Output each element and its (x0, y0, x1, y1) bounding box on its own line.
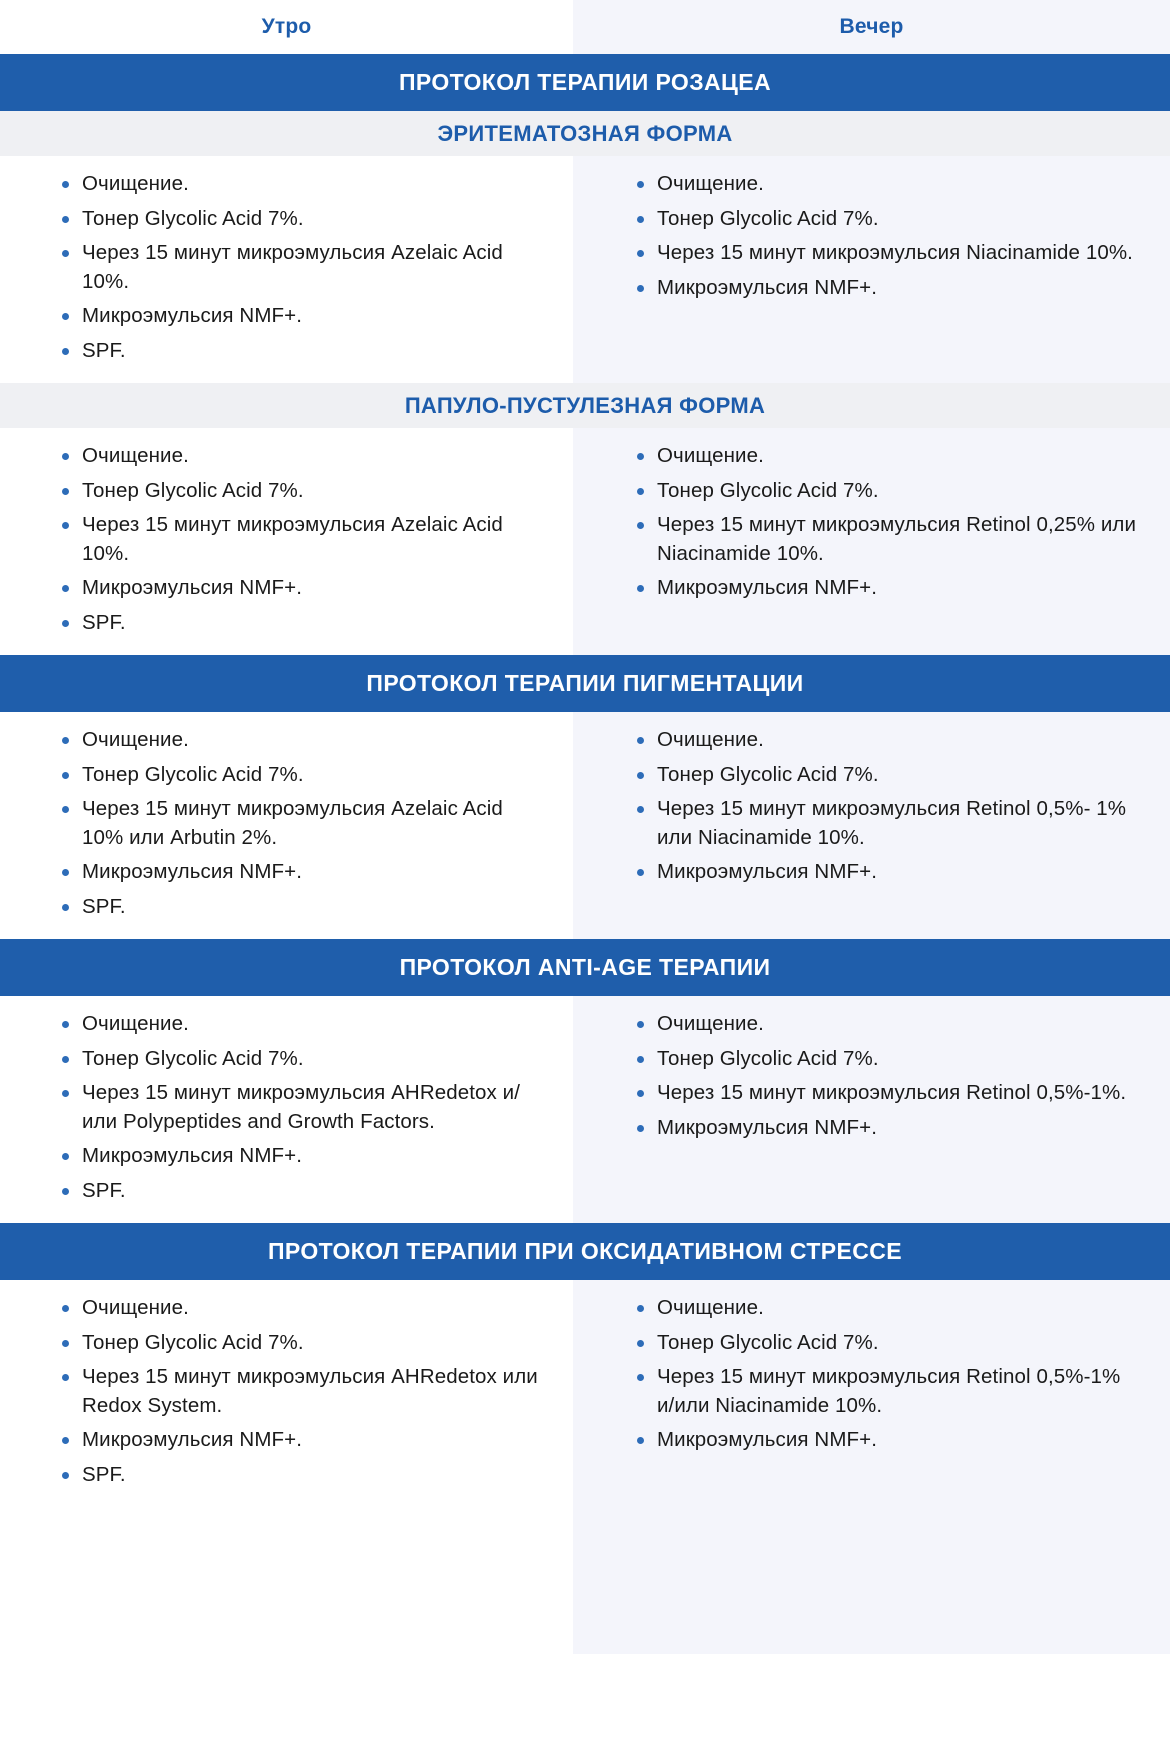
evening-step-list: Очищение. Тонер Glycolic Acid 7%. Через … (635, 170, 1140, 302)
list-item: Тонер Glycolic Acid 7%. (635, 205, 1140, 234)
evening-cell: Очищение. Тонер Glycolic Acid 7%. Через … (573, 712, 1170, 905)
evening-step-list: Очищение. Тонер Glycolic Acid 7%. Через … (635, 1010, 1140, 1142)
evening-step-list: Очищение. Тонер Glycolic Acid 7%. Через … (635, 442, 1140, 603)
list-item: Через 15 минут микроэмульсия AHRedetox и… (60, 1363, 549, 1420)
protocol-body-row: Очищение. Тонер Glycolic Acid 7%. Через … (0, 156, 1170, 383)
evening-column-background (573, 0, 1170, 1654)
protocol-subheading: ЭРИТЕМАТОЗНАЯ ФОРМА (0, 111, 1170, 156)
list-item: Очищение. (60, 170, 549, 199)
protocol-body-row: Очищение. Тонер Glycolic Acid 7%. Через … (0, 712, 1170, 939)
list-item: Тонер Glycolic Acid 7%. (635, 1329, 1140, 1358)
list-item: Очищение. (635, 442, 1140, 471)
list-item: Очищение. (60, 1294, 549, 1323)
column-header-morning: Утро (261, 15, 312, 38)
list-item: Микроэмульсия NMF+. (60, 302, 549, 331)
list-item: Очищение. (60, 1010, 549, 1039)
morning-step-list: Очищение. Тонер Glycolic Acid 7%. Через … (60, 726, 549, 921)
list-item: Очищение. (60, 442, 549, 471)
morning-step-list: Очищение. Тонер Glycolic Acid 7%. Через … (60, 442, 549, 637)
list-item: Очищение. (635, 170, 1140, 199)
list-item: Микроэмульсия NMF+. (60, 858, 549, 887)
list-item: Микроэмульсия NMF+. (60, 574, 549, 603)
list-item: Тонер Glycolic Acid 7%. (60, 761, 549, 790)
evening-cell: Очищение. Тонер Glycolic Acid 7%. Через … (573, 156, 1170, 320)
list-item: Тонер Glycolic Acid 7%. (60, 1329, 549, 1358)
list-item: Микроэмульсия NMF+. (635, 274, 1140, 303)
protocol-body-row: Очищение. Тонер Glycolic Acid 7%. Через … (0, 996, 1170, 1223)
morning-cell: Очищение. Тонер Glycolic Acid 7%. Через … (0, 996, 573, 1223)
list-item: Через 15 минут микроэмульсия Azelaic Aci… (60, 511, 549, 568)
list-item: SPF. (60, 1177, 549, 1206)
list-item: Микроэмульсия NMF+. (60, 1426, 549, 1455)
list-item: Через 15 минут микроэмульсия Retinol 0,5… (635, 1079, 1140, 1108)
list-item: Тонер Glycolic Acid 7%. (635, 761, 1140, 790)
list-item: Через 15 минут микроэмульсия Retinol 0,5… (635, 795, 1140, 852)
list-item: Через 15 минут микроэмульсия AHRedetox и… (60, 1079, 549, 1136)
column-header-evening: Вечер (839, 15, 904, 38)
list-item: Тонер Glycolic Acid 7%. (635, 477, 1140, 506)
morning-step-list: Очищение. Тонер Glycolic Acid 7%. Через … (60, 1294, 549, 1489)
morning-step-list: Очищение. Тонер Glycolic Acid 7%. Через … (60, 1010, 549, 1205)
list-item: Тонер Glycolic Acid 7%. (635, 1045, 1140, 1074)
list-item: SPF. (60, 609, 549, 638)
protocol-subheading: ПАПУЛО-ПУСТУЛЕЗНАЯ ФОРМА (0, 383, 1170, 428)
protocol-banner: ПРОТОКОЛ ТЕРАПИИ РОЗАЦЕА (0, 54, 1170, 111)
list-item: Через 15 минут микроэмульсия Retinol 0,5… (635, 1363, 1140, 1420)
list-item: Через 15 минут микроэмульсия Niacinamide… (635, 239, 1140, 268)
evening-cell: Очищение. Тонер Glycolic Acid 7%. Через … (573, 996, 1170, 1160)
protocol-body-row: Очищение. Тонер Glycolic Acid 7%. Через … (0, 428, 1170, 655)
list-item: Тонер Glycolic Acid 7%. (60, 477, 549, 506)
evening-step-list: Очищение. Тонер Glycolic Acid 7%. Через … (635, 726, 1140, 887)
list-item: Через 15 минут микроэмульсия Azelaic Aci… (60, 795, 549, 852)
list-item: Микроэмульсия NMF+. (635, 858, 1140, 887)
bottom-spacer (0, 1507, 1170, 1737)
list-item: SPF. (60, 1461, 549, 1490)
protocol-sheet: Утро Вечер ПРОТОКОЛ ТЕРАПИИ РОЗАЦЕА ЭРИТ… (0, 0, 1170, 1654)
list-item: Микроэмульсия NMF+. (635, 1426, 1140, 1455)
list-item: Микроэмульсия NMF+. (635, 574, 1140, 603)
list-item: Очищение. (635, 726, 1140, 755)
list-item: Микроэмульсия NMF+. (60, 1142, 549, 1171)
morning-cell: Очищение. Тонер Glycolic Acid 7%. Через … (0, 428, 573, 655)
list-item: SPF. (60, 337, 549, 366)
list-item: Тонер Glycolic Acid 7%. (60, 205, 549, 234)
morning-cell: Очищение. Тонер Glycolic Acid 7%. Через … (0, 712, 573, 939)
evening-cell: Очищение. Тонер Glycolic Acid 7%. Через … (573, 428, 1170, 621)
list-item: Очищение. (635, 1010, 1140, 1039)
evening-cell: Очищение. Тонер Glycolic Acid 7%. Через … (573, 1280, 1170, 1473)
protocol-body-row: Очищение. Тонер Glycolic Acid 7%. Через … (0, 1280, 1170, 1507)
morning-cell: Очищение. Тонер Glycolic Acid 7%. Через … (0, 1280, 573, 1507)
list-item: Очищение. (60, 726, 549, 755)
list-item: SPF. (60, 893, 549, 922)
list-item: Через 15 минут микроэмульсия Azelaic Aci… (60, 239, 549, 296)
column-header-row: Утро Вечер (0, 0, 1170, 54)
morning-cell: Очищение. Тонер Glycolic Acid 7%. Через … (0, 156, 573, 383)
list-item: Очищение. (635, 1294, 1140, 1323)
list-item: Через 15 минут микроэмульсия Retinol 0,2… (635, 511, 1140, 568)
list-item: Микроэмульсия NMF+. (635, 1114, 1140, 1143)
protocol-banner: ПРОТОКОЛ ТЕРАПИИ ПРИ ОКСИДАТИВНОМ СТРЕСС… (0, 1223, 1170, 1280)
protocol-banner: ПРОТОКОЛ ANTI-AGE ТЕРАПИИ (0, 939, 1170, 996)
evening-step-list: Очищение. Тонер Glycolic Acid 7%. Через … (635, 1294, 1140, 1455)
protocol-banner: ПРОТОКОЛ ТЕРАПИИ ПИГМЕНТАЦИИ (0, 655, 1170, 712)
list-item: Тонер Glycolic Acid 7%. (60, 1045, 549, 1074)
morning-step-list: Очищение. Тонер Glycolic Acid 7%. Через … (60, 170, 549, 365)
